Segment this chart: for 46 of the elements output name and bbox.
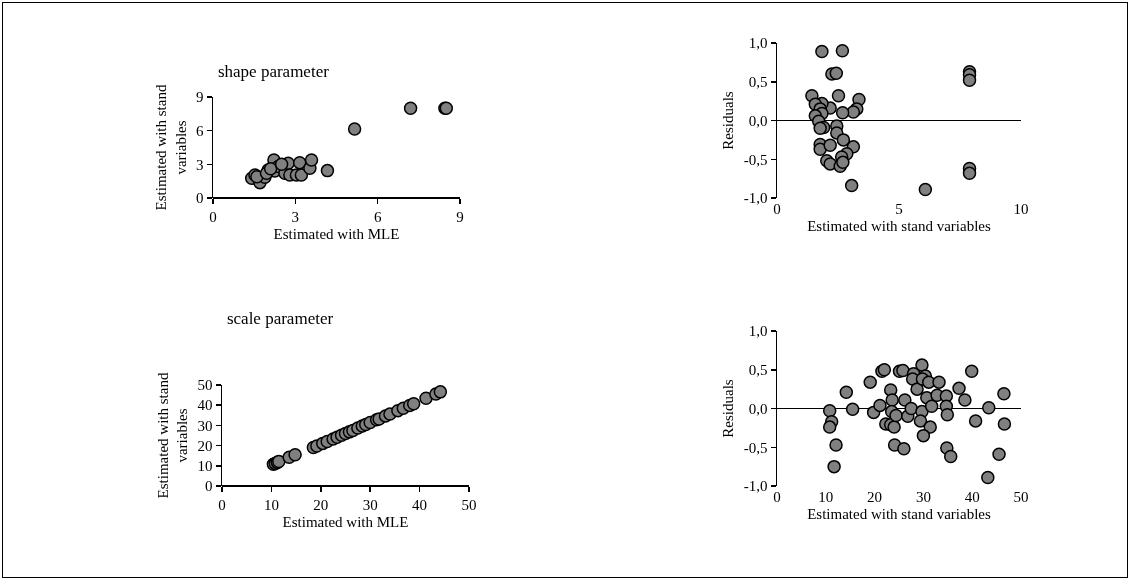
y-tick-label: 0,0 [748,400,768,417]
x-tick-label: 40 [964,489,980,505]
x-tick-label: 50 [461,497,477,513]
y-tick-label: 10 [197,458,213,475]
y-axis-title: Estimated with stand variables [153,84,189,211]
x-tick-label: 20 [313,497,329,513]
x-tick-label: 6 [373,209,382,225]
y-tick-label: 30 [197,417,213,434]
y-axis-title: Residuals [720,379,737,438]
y-tick-label: 3 [196,156,204,173]
x-axis-title: Estimated with stand variables [807,218,992,234]
x-tick-label: 0 [773,201,781,217]
x-tick-label: 10 [818,489,834,505]
y-tick-label: 1,0 [748,323,768,340]
y-axis-title: Residuals [720,91,737,150]
x-axis-title: Estimated with stand variables [807,506,992,522]
y-tick-label: 9 [196,89,204,106]
chart-title: shape parameter [217,61,330,81]
x-tick-label: 3 [291,209,300,225]
y-tick-label: 0,0 [748,112,768,129]
y-tick-label: 0,5 [748,362,768,378]
y-tick-label: 50 [197,377,213,394]
y-tick-label: 40 [197,397,213,414]
x-tick-label: 10 [263,497,279,513]
y-tick-label: -1,0 [743,478,768,495]
x-tick-label: 30 [362,497,378,513]
x-tick-label: 20 [867,489,883,505]
x-tick-label: 9 [456,209,464,225]
x-tick-label: 0 [773,489,781,505]
x-tick-label: 50 [1013,489,1029,505]
y-tick-label: 1,0 [748,35,768,52]
y-tick-label: 6 [196,122,204,139]
x-tick-label: 30 [915,489,931,505]
x-tick-label: 0 [218,497,226,513]
y-tick-label: -0,5 [743,151,768,168]
x-tick-label: 40 [412,497,428,513]
y-tick-label: 20 [197,437,213,454]
y-tick-label: 0,5 [748,74,768,90]
x-tick-label: 5 [895,201,903,217]
y-tick-label: -1,0 [743,190,768,207]
x-axis-title: Estimated with MLE [282,514,409,530]
y-axis-title: Estimated with stand variables [154,372,190,499]
x-axis-title: Estimated with MLE [273,226,400,242]
chart-title: scale parameter [226,308,334,328]
x-tick-label: 10 [1013,201,1029,217]
y-tick-label: -0,5 [743,439,768,456]
